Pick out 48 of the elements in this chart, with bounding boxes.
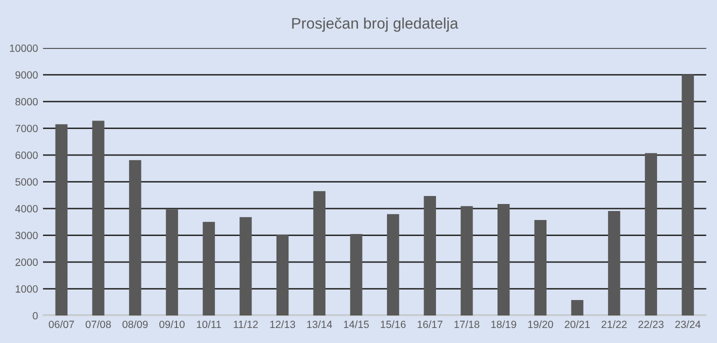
x-tick-label: 06/07 — [48, 320, 74, 328]
bar — [498, 204, 510, 316]
x-tick-label: 14/15 — [344, 320, 369, 328]
y-tick-label: 5000 — [15, 178, 38, 186]
x-tick-label: 10/11 — [196, 320, 221, 328]
bar — [460, 206, 473, 316]
bar — [608, 210, 620, 316]
bar — [55, 124, 68, 316]
bar — [276, 235, 289, 316]
x-tick-label: 18/19 — [491, 320, 516, 328]
bar — [313, 191, 326, 316]
y-tick-label: 0 — [32, 312, 38, 320]
bar — [166, 209, 178, 316]
chart-title: Prosječan broj gledatelja — [292, 17, 458, 32]
bar — [240, 217, 252, 316]
bar — [534, 220, 547, 316]
x-tick-label: 22/23 — [638, 320, 664, 328]
bar — [571, 300, 584, 316]
x-tick-label: 11/12 — [234, 320, 258, 328]
bar — [682, 74, 694, 316]
y-tick-label: 6000 — [16, 152, 38, 159]
x-tick-label: 17/18 — [454, 320, 480, 328]
y-tick-label: 10000 — [10, 44, 38, 52]
bar — [350, 234, 362, 316]
y-tick-label: 2000 — [16, 258, 38, 266]
x-tick-label: 07/08 — [86, 320, 111, 328]
bar — [386, 214, 400, 316]
bar — [644, 153, 658, 316]
x-tick-label: 08/09 — [122, 320, 148, 328]
bar — [92, 120, 104, 316]
x-tick-label: 19/20 — [528, 320, 554, 328]
x-tick-label: 15/16 — [380, 320, 406, 328]
y-tick-label: 1000 — [16, 285, 38, 293]
x-tick-label: 13/14 — [307, 320, 332, 328]
x-tick-label: 21/22 — [602, 320, 627, 328]
x-tick-label: 09/10 — [159, 320, 185, 328]
y-tick-label: 4000 — [15, 205, 38, 212]
x-tick-label: 16/17 — [418, 320, 442, 328]
y-tick-label: 8000 — [15, 98, 38, 106]
x-tick-label: 20/21 — [564, 320, 590, 328]
y-tick-label: 9000 — [15, 71, 38, 79]
x-tick-label: 23/24 — [675, 320, 701, 328]
bar — [129, 160, 142, 316]
x-tick-label: 12/13 — [270, 320, 296, 328]
y-tick-label: 7000 — [16, 124, 38, 132]
y-tick-label: 3000 — [15, 232, 38, 240]
bar — [202, 222, 215, 316]
bar — [424, 196, 436, 316]
